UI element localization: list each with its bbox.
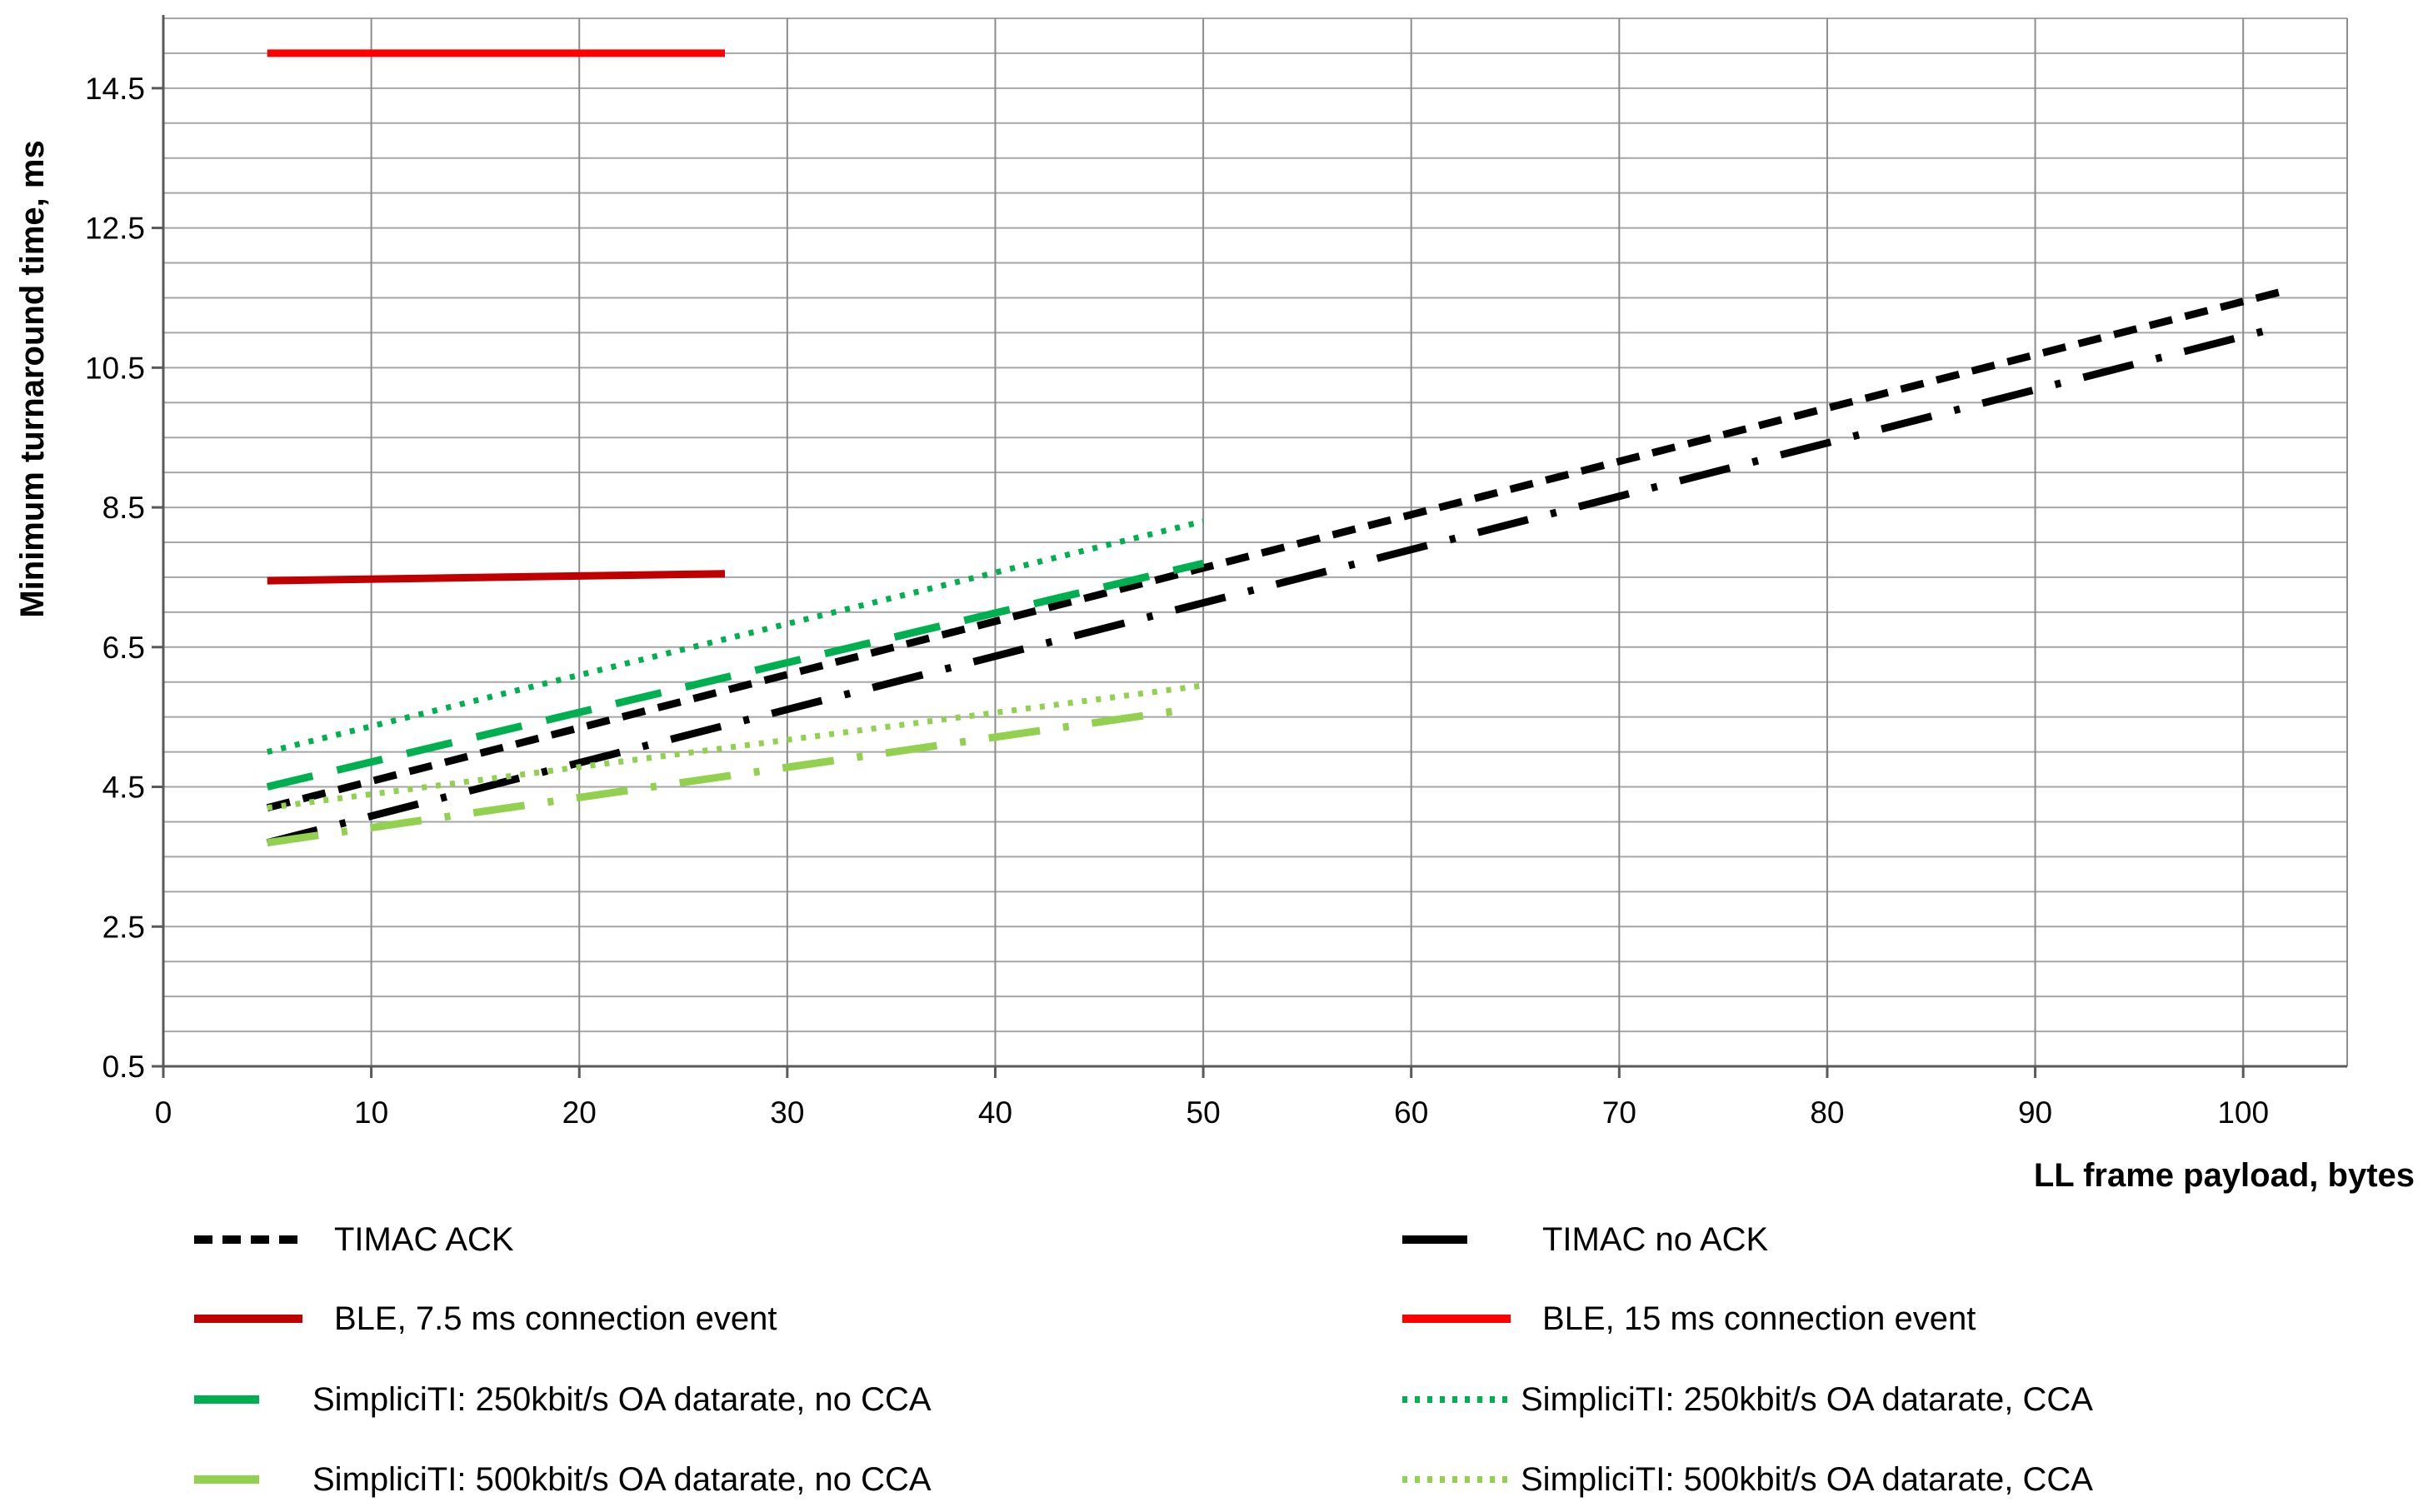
series-line-simpliciti-500kbit-s-oa-datarate-no-cca (267, 706, 1183, 847)
legend-label-timac-ack: TIMAC ACK (334, 1221, 514, 1258)
x-tick-label: 0 (155, 1095, 172, 1130)
legend-label-simpliciti-500kbit-s-oa-datarate-no-cca: SimpliciTI: 500kbit/s OA datarate, no CC… (312, 1461, 932, 1498)
series-line-simpliciti-250kbit-s-oa-datarate-no-cca (266, 559, 1205, 791)
y-tick-label: 12.5 (85, 212, 145, 246)
x-tick-label: 50 (1187, 1095, 1221, 1130)
x-tick-label: 20 (562, 1095, 597, 1130)
legend: TIMAC ACK TIMAC no ACK BLE, 7.5 ms connect… (194, 1221, 2093, 1498)
x-tick-label: 70 (1602, 1095, 1636, 1130)
x-tick-label: 100 (2217, 1095, 2269, 1130)
x-tick-label: 40 (978, 1095, 1012, 1130)
y-tick-label: 4.5 (102, 771, 145, 805)
y-tick-label: 2.5 (102, 910, 145, 944)
series-line-simpliciti-250kbit-s-oa-datarate-cca (266, 518, 1204, 755)
legend-label-simpliciti-250kbit-s-oa-datarate-cca: SimpliciTI: 250kbit/s OA datarate, CCA (1521, 1381, 2093, 1418)
legend-label-simpliciti-500kbit-s-oa-datarate-cca: SimpliciTI: 500kbit/s OA datarate, CCA (1521, 1461, 2093, 1498)
legend-label-simpliciti-250kbit-s-oa-datarate-no-cca: SimpliciTI: 250kbit/s OA datarate, no CC… (312, 1381, 932, 1418)
grid (163, 17, 2348, 1066)
y-axis-title: Minimum turnaround time, ms (14, 140, 51, 617)
y-tick-label: 8.5 (102, 491, 145, 525)
series-line-timac-no-ack (266, 322, 2286, 846)
y-tick-label: 6.5 (102, 631, 145, 665)
axes (152, 15, 2347, 1078)
legend-label-ble-15-ms-connection-event: BLE, 15 ms connection event (1542, 1300, 1976, 1337)
series-lines (266, 49, 2286, 847)
x-tick-label: 80 (1810, 1095, 1844, 1130)
legend-label-ble-7-5-ms-connection-event: BLE, 7.5 ms connection event (334, 1300, 777, 1337)
x-tick-label: 30 (770, 1095, 804, 1130)
tick-labels: 0.5 2.5 4.5 6.5 8.5 10.5 12.5 14.5 0 10 20 30 40 50 60… (85, 72, 2269, 1130)
y-tick-label: 14.5 (85, 72, 145, 106)
x-tick-label: 10 (354, 1095, 388, 1130)
series-line-ble-7-5-ms-connection-event (267, 570, 726, 585)
x-axis-title: LL frame payload, bytes (2034, 1157, 2415, 1194)
series-line-timac-ack (266, 287, 2286, 812)
x-tick-label: 60 (1394, 1095, 1428, 1130)
y-tick-label: 10.5 (85, 351, 145, 385)
series-line-simpliciti-500kbit-s-oa-datarate-cca (267, 682, 1204, 811)
x-tick-label: 90 (2018, 1095, 2052, 1130)
legend-label-timac-no-ack: TIMAC no ACK (1542, 1221, 1769, 1258)
y-tick-label: 0.5 (102, 1050, 145, 1084)
